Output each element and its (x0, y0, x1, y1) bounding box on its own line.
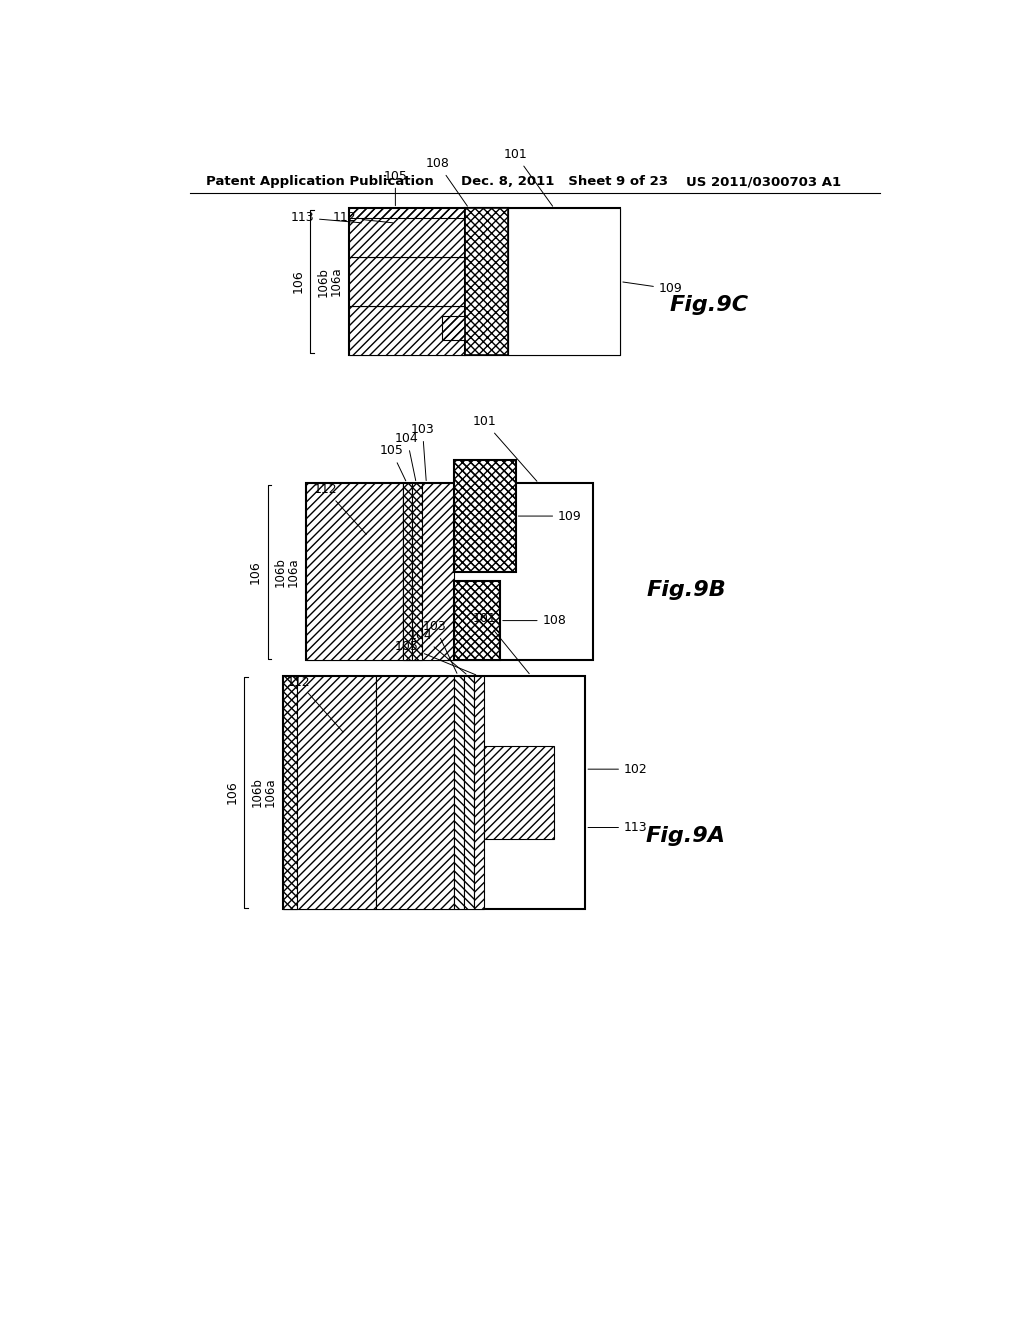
Text: 106: 106 (249, 560, 262, 583)
Text: 101: 101 (473, 416, 537, 482)
Text: Fig.9A: Fig.9A (646, 826, 726, 846)
Text: 106a: 106a (287, 557, 300, 586)
Bar (349, 257, 465, 306)
Bar (454, 461, 515, 572)
Bar (306, 483, 403, 660)
Text: 105: 105 (380, 445, 406, 480)
Text: 112: 112 (333, 211, 392, 224)
Bar (349, 306, 465, 355)
Text: 105: 105 (395, 640, 476, 675)
Bar (454, 676, 464, 909)
Text: 113: 113 (588, 821, 647, 834)
Bar (376, 676, 454, 909)
Bar (454, 581, 500, 660)
Text: US 2011/0300703 A1: US 2011/0300703 A1 (686, 176, 841, 187)
Bar (403, 483, 413, 660)
Bar (454, 581, 500, 660)
Text: 104: 104 (395, 432, 419, 480)
Text: 106b: 106b (273, 557, 287, 587)
Bar (465, 209, 508, 355)
Text: 105: 105 (383, 169, 408, 206)
Bar (349, 209, 621, 355)
Text: 104: 104 (409, 630, 466, 675)
Bar (283, 676, 586, 909)
Bar (465, 209, 508, 355)
Bar (442, 315, 465, 341)
Text: 103: 103 (423, 620, 457, 673)
Text: 101: 101 (504, 148, 553, 206)
Text: 103: 103 (411, 422, 434, 480)
Bar (349, 306, 465, 355)
Text: 106: 106 (292, 269, 305, 293)
Text: 112: 112 (313, 483, 367, 535)
Bar (454, 461, 515, 572)
Bar (283, 676, 376, 909)
Bar (442, 315, 465, 341)
Bar (483, 746, 554, 840)
Text: Dec. 8, 2011   Sheet 9 of 23: Dec. 8, 2011 Sheet 9 of 23 (461, 176, 669, 187)
Text: Patent Application Publication: Patent Application Publication (206, 176, 433, 187)
Bar (283, 676, 297, 909)
Bar (349, 209, 465, 257)
Bar (465, 209, 508, 355)
Bar (464, 676, 474, 909)
Bar (403, 483, 454, 660)
Bar (283, 676, 297, 909)
Text: 101: 101 (473, 612, 529, 673)
Text: 106: 106 (226, 780, 239, 804)
Bar (349, 257, 465, 306)
Text: 109: 109 (518, 510, 582, 523)
Bar (306, 483, 403, 660)
Text: 106a: 106a (330, 267, 343, 297)
Bar (508, 209, 621, 355)
Text: 106b: 106b (251, 777, 263, 808)
Bar (483, 746, 554, 840)
Text: 112: 112 (287, 676, 343, 733)
Text: 106b: 106b (316, 267, 330, 297)
Bar (349, 209, 465, 257)
Bar (403, 483, 413, 660)
Text: 113: 113 (291, 211, 361, 224)
Bar (474, 676, 483, 909)
Bar (442, 315, 465, 341)
Bar (376, 676, 454, 909)
Bar (465, 209, 508, 355)
Bar (413, 483, 422, 660)
Bar (474, 676, 483, 909)
Bar (454, 581, 500, 660)
Text: Fig.9C: Fig.9C (670, 294, 749, 314)
Text: Fig.9B: Fig.9B (646, 579, 726, 599)
Bar (283, 676, 376, 909)
Text: 108: 108 (503, 614, 566, 627)
Bar (349, 209, 465, 218)
Bar (403, 483, 454, 660)
Bar (306, 483, 593, 660)
Bar (413, 483, 422, 660)
Text: 106a: 106a (264, 777, 276, 808)
Bar (464, 676, 474, 909)
Text: 102: 102 (588, 763, 648, 776)
Bar (349, 209, 465, 218)
Text: 108: 108 (426, 157, 467, 206)
Bar (454, 676, 464, 909)
Text: 109: 109 (623, 282, 683, 296)
Bar (454, 461, 515, 572)
